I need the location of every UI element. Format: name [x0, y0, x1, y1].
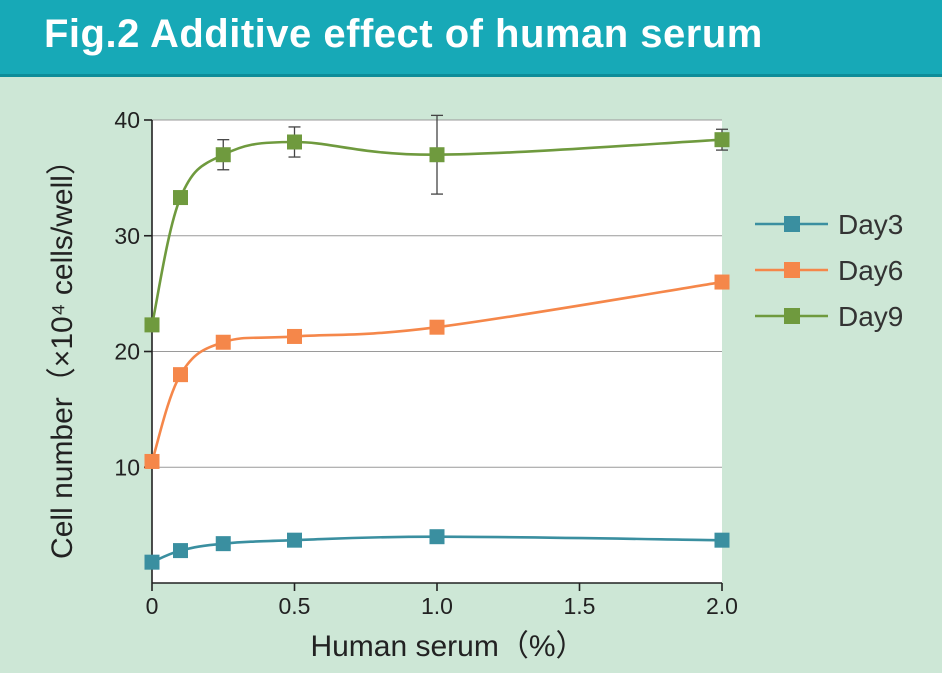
- y-tick-label-10: 10: [114, 454, 140, 480]
- legend-marker-day9: [784, 308, 800, 324]
- x-axis-title: Human serum（%）: [310, 630, 585, 663]
- day3-point-1: [173, 543, 188, 559]
- legend: Day3 Day6 Day9: [755, 209, 903, 332]
- day9-point-3: [287, 134, 302, 150]
- day6-point-2: [215, 334, 231, 350]
- x-tick-label-2.0: 2.0: [706, 593, 738, 619]
- y-axis-title: Cell number（×10⁴ cells/well）: [46, 145, 79, 559]
- x-axis-ticks: 0 0.5 1.0 1.5 2.0: [146, 583, 738, 619]
- legend-label-day3: Day3: [838, 209, 903, 240]
- x-tick-label-0: 0: [146, 593, 159, 619]
- figure-header: Fig.2 Additive effect of human serum: [0, 0, 942, 77]
- legend-marker-day6: [784, 262, 800, 278]
- day3-point-4: [429, 529, 445, 545]
- x-tick-label-1.5: 1.5: [564, 593, 596, 619]
- x-tick-label-1.0: 1.0: [421, 593, 453, 619]
- day3-point-2: [215, 536, 231, 552]
- y-tick-label-20: 20: [114, 339, 140, 365]
- day9-point-5: [714, 132, 730, 148]
- day6-point-4: [429, 319, 445, 335]
- x-tick-label-0.5: 0.5: [279, 593, 311, 619]
- day3-point-0: [144, 554, 160, 570]
- day6-point-3: [287, 328, 302, 344]
- day9-point-0: [144, 317, 160, 333]
- figure-title: Fig.2 Additive effect of human serum: [44, 12, 763, 56]
- day9-point-2: [215, 147, 231, 163]
- day9-point-4: [429, 147, 445, 163]
- legend-label-day6: Day6: [838, 255, 903, 286]
- legend-marker-day3: [784, 216, 800, 232]
- day6-point-0: [144, 453, 160, 469]
- y-axis-ticks: 10 20 30 40: [114, 107, 152, 480]
- y-tick-label-30: 30: [114, 223, 140, 249]
- day6-point-1: [173, 367, 188, 383]
- legend-label-day9: Day9: [838, 301, 903, 332]
- day3-point-3: [287, 532, 302, 548]
- day9-point-1: [173, 190, 188, 206]
- day6-point-5: [714, 274, 730, 290]
- day3-point-5: [714, 532, 730, 548]
- y-tick-label-40: 40: [114, 107, 140, 133]
- series-markers: [144, 132, 730, 570]
